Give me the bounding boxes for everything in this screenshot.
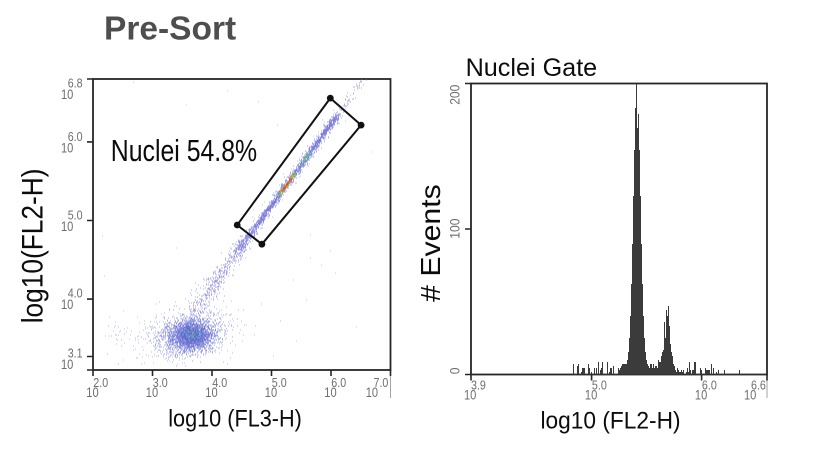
svg-text:2.0: 2.0	[93, 375, 108, 390]
svg-text:log10 (FL2-H): log10 (FL2-H)	[541, 407, 681, 434]
svg-text:5.0: 5.0	[592, 377, 607, 392]
svg-text:10: 10	[61, 357, 73, 372]
svg-text:6.0: 6.0	[702, 377, 717, 392]
svg-text:4.0: 4.0	[68, 286, 83, 301]
svg-text:5.0: 5.0	[68, 208, 83, 223]
svg-text:10: 10	[744, 388, 756, 403]
svg-text:200: 200	[447, 85, 463, 105]
svg-text:10: 10	[61, 219, 73, 234]
svg-text:log10(FL2-H): log10(FL2-H)	[15, 169, 49, 324]
svg-text:log10 (FL3-H): log10 (FL3-H)	[168, 405, 302, 432]
svg-text:10: 10	[86, 385, 98, 400]
svg-text:6.0: 6.0	[68, 129, 83, 144]
svg-text:0: 0	[447, 368, 463, 375]
svg-text:3.1: 3.1	[68, 346, 83, 361]
svg-text:10: 10	[265, 385, 277, 400]
svg-text:10: 10	[61, 140, 73, 155]
svg-text:10: 10	[324, 385, 336, 400]
svg-text:7.0: 7.0	[374, 375, 389, 390]
svg-text:10: 10	[464, 388, 476, 403]
svg-text:10: 10	[366, 385, 378, 400]
svg-text:100: 100	[447, 219, 463, 239]
svg-text:10: 10	[695, 388, 707, 403]
svg-text:10: 10	[585, 388, 597, 403]
svg-text:4.0: 4.0	[212, 375, 227, 390]
svg-text:Nuclei Gate: Nuclei Gate	[466, 54, 598, 82]
svg-text:# Events: # Events	[416, 184, 446, 302]
svg-text:Pre-Sort: Pre-Sort	[104, 11, 236, 48]
svg-text:10: 10	[61, 297, 73, 312]
svg-text:6.0: 6.0	[331, 375, 346, 390]
svg-text:6.6: 6.6	[751, 377, 766, 392]
svg-text:10: 10	[205, 385, 217, 400]
svg-text:3.0: 3.0	[153, 375, 168, 390]
svg-text:6.8: 6.8	[68, 76, 83, 91]
svg-text:3.9: 3.9	[471, 377, 486, 392]
svg-text:5.0: 5.0	[272, 375, 287, 390]
svg-text:10: 10	[61, 87, 73, 102]
svg-text:Nuclei 54.8%: Nuclei 54.8%	[111, 133, 257, 167]
svg-text:10: 10	[146, 385, 158, 400]
